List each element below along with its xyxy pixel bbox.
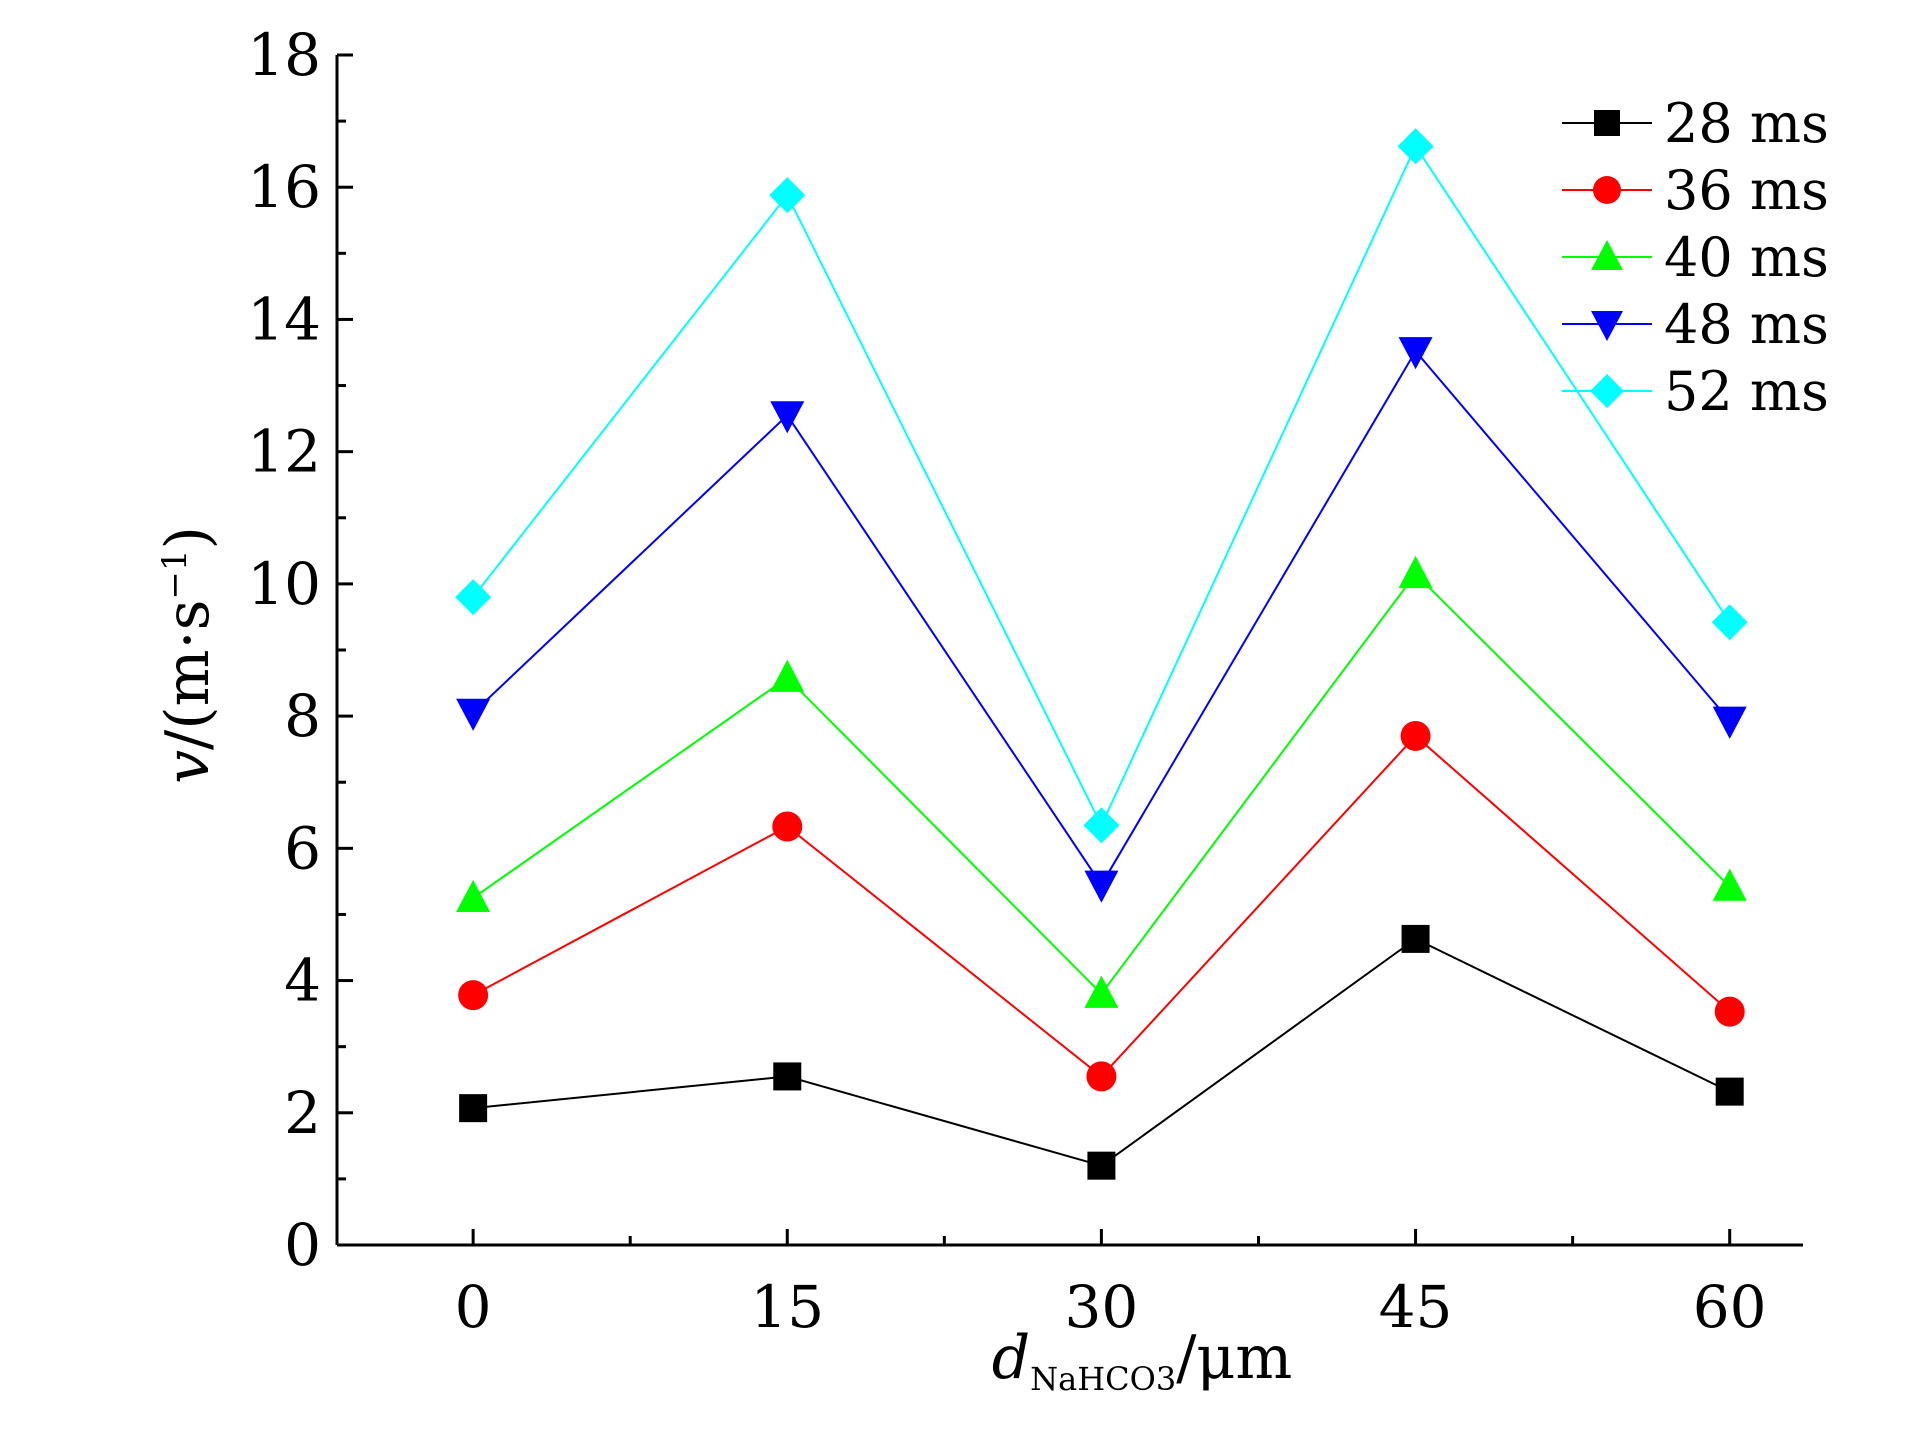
series-line <box>472 572 1731 996</box>
legend-label: 40 ms <box>1664 226 1829 289</box>
data-point <box>1083 807 1120 844</box>
data-point <box>772 811 803 842</box>
x-tick-label: 30 <box>1065 1273 1139 1341</box>
legend-marker <box>1591 240 1623 270</box>
y-tick-label: 14 <box>247 285 321 353</box>
data-point <box>456 879 491 913</box>
data-point <box>1398 337 1433 370</box>
data-point <box>1398 555 1433 589</box>
x-tick-label: 15 <box>750 1273 824 1341</box>
data-point <box>1714 996 1745 1027</box>
y-axis-title-main: v <box>153 750 223 784</box>
y-tick-label: 2 <box>284 1079 321 1147</box>
data-point <box>1400 720 1431 751</box>
legend-label: 52 ms <box>1664 360 1829 423</box>
y-axis-title: v/(m·s−1) <box>153 526 223 784</box>
legend-label: 36 ms <box>1664 159 1829 222</box>
data-point <box>1712 706 1747 739</box>
data-point <box>1397 128 1434 165</box>
series-3 <box>456 337 1747 903</box>
data-point <box>1711 604 1748 641</box>
data-point <box>1087 1151 1116 1180</box>
legend-item: 52 ms <box>1562 360 1829 423</box>
data-point <box>769 177 806 214</box>
data-point <box>1086 1061 1117 1092</box>
series-group <box>455 128 1748 1180</box>
data-point <box>1084 975 1119 1008</box>
y-axis-title-close: ) <box>153 526 223 549</box>
series-line <box>472 734 1731 1078</box>
y-tick-label: 10 <box>247 550 321 618</box>
legend-label: 48 ms <box>1664 293 1829 356</box>
legend-marker <box>1593 176 1621 204</box>
y-tick-label: 0 <box>284 1211 321 1279</box>
legend-label: 28 ms <box>1664 92 1829 155</box>
x-tick-label: 60 <box>1693 1273 1767 1341</box>
data-point <box>770 401 805 434</box>
series-line <box>472 144 1731 828</box>
x-tick-label: 0 <box>455 1273 492 1341</box>
data-point <box>456 698 491 731</box>
y-axis-title-unit: /(m·s <box>153 600 223 750</box>
data-point <box>455 579 492 616</box>
data-point <box>1715 1077 1744 1106</box>
y-tick-label: 16 <box>247 153 321 221</box>
data-point <box>459 1094 488 1123</box>
series-4 <box>455 128 1748 844</box>
y-tick-label: 12 <box>247 418 321 486</box>
series-2 <box>456 555 1747 1008</box>
legend-marker <box>1594 110 1620 136</box>
legend-marker <box>1591 311 1623 341</box>
x-tick-label: 45 <box>1379 1273 1453 1341</box>
legend-marker <box>1590 374 1624 408</box>
legend-item: 40 ms <box>1562 226 1829 289</box>
legend-item: 48 ms <box>1562 293 1829 356</box>
y-tick-label: 8 <box>284 682 321 750</box>
data-point <box>1401 924 1430 953</box>
data-point <box>770 659 805 692</box>
series-line <box>473 937 1731 1167</box>
x-axis-title-main: d <box>992 1323 1030 1393</box>
series-line <box>472 349 1731 887</box>
series-0 <box>459 924 1744 1180</box>
x-axis-title: dNaHCO3/μm <box>992 1323 1293 1398</box>
y-axis-title-superscript: −1 <box>155 550 195 600</box>
y-tick-label: 6 <box>284 814 321 882</box>
y-tick-label: 4 <box>284 947 321 1015</box>
data-point <box>1712 868 1747 901</box>
legend-item: 36 ms <box>1562 159 1829 222</box>
legend-item: 28 ms <box>1562 92 1829 155</box>
data-point <box>1084 870 1119 903</box>
x-axis-title-subscript: NaHCO3 <box>1030 1360 1176 1398</box>
axis-titles: dNaHCO3/μm v/(m·s−1) <box>153 526 1292 1398</box>
x-axis-title-unit: /μm <box>1176 1323 1292 1393</box>
axes: 0 2 4 6 8 10 12 14 16 18 0 15 30 45 60 <box>247 21 1803 1341</box>
data-point <box>773 1062 802 1091</box>
data-point <box>458 980 489 1011</box>
series-1 <box>458 720 1745 1092</box>
y-tick-label: 18 <box>247 21 321 89</box>
